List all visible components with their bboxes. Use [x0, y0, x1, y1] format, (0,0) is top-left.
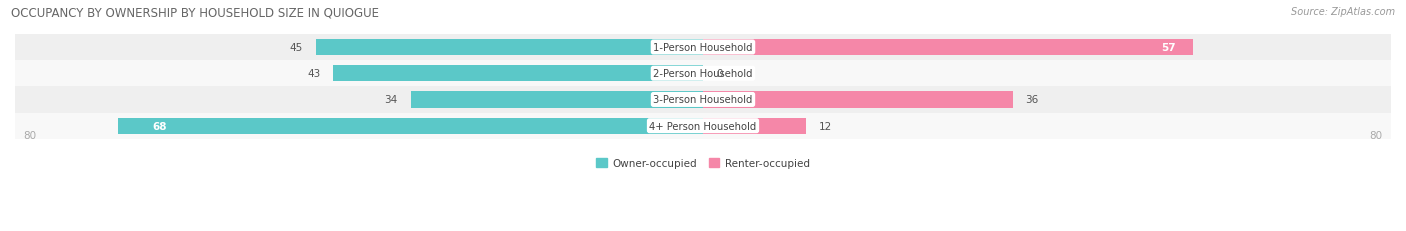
Bar: [411, 92, 703, 108]
Text: 80: 80: [24, 131, 37, 140]
Bar: [15, 35, 1391, 61]
Text: 34: 34: [384, 95, 398, 105]
Text: 1-Person Household: 1-Person Household: [654, 43, 752, 53]
Bar: [703, 40, 1194, 56]
Bar: [118, 118, 703, 134]
Text: Source: ZipAtlas.com: Source: ZipAtlas.com: [1291, 7, 1395, 17]
Legend: Owner-occupied, Renter-occupied: Owner-occupied, Renter-occupied: [592, 155, 814, 173]
Bar: [703, 118, 806, 134]
Text: 3-Person Household: 3-Person Household: [654, 95, 752, 105]
Text: 43: 43: [307, 69, 321, 79]
Text: 2-Person Household: 2-Person Household: [654, 69, 752, 79]
Bar: [333, 66, 703, 82]
Bar: [15, 61, 1391, 87]
Text: 4+ Person Household: 4+ Person Household: [650, 121, 756, 131]
Text: OCCUPANCY BY OWNERSHIP BY HOUSEHOLD SIZE IN QUIOGUE: OCCUPANCY BY OWNERSHIP BY HOUSEHOLD SIZE…: [11, 7, 380, 20]
Text: 12: 12: [820, 121, 832, 131]
Bar: [15, 113, 1391, 139]
Bar: [15, 87, 1391, 113]
Text: 36: 36: [1025, 95, 1039, 105]
Text: 80: 80: [1369, 131, 1382, 140]
Text: 45: 45: [290, 43, 304, 53]
Text: 0: 0: [716, 69, 723, 79]
Text: 57: 57: [1161, 43, 1175, 53]
Bar: [703, 92, 1012, 108]
Bar: [316, 40, 703, 56]
Text: 68: 68: [153, 121, 167, 131]
